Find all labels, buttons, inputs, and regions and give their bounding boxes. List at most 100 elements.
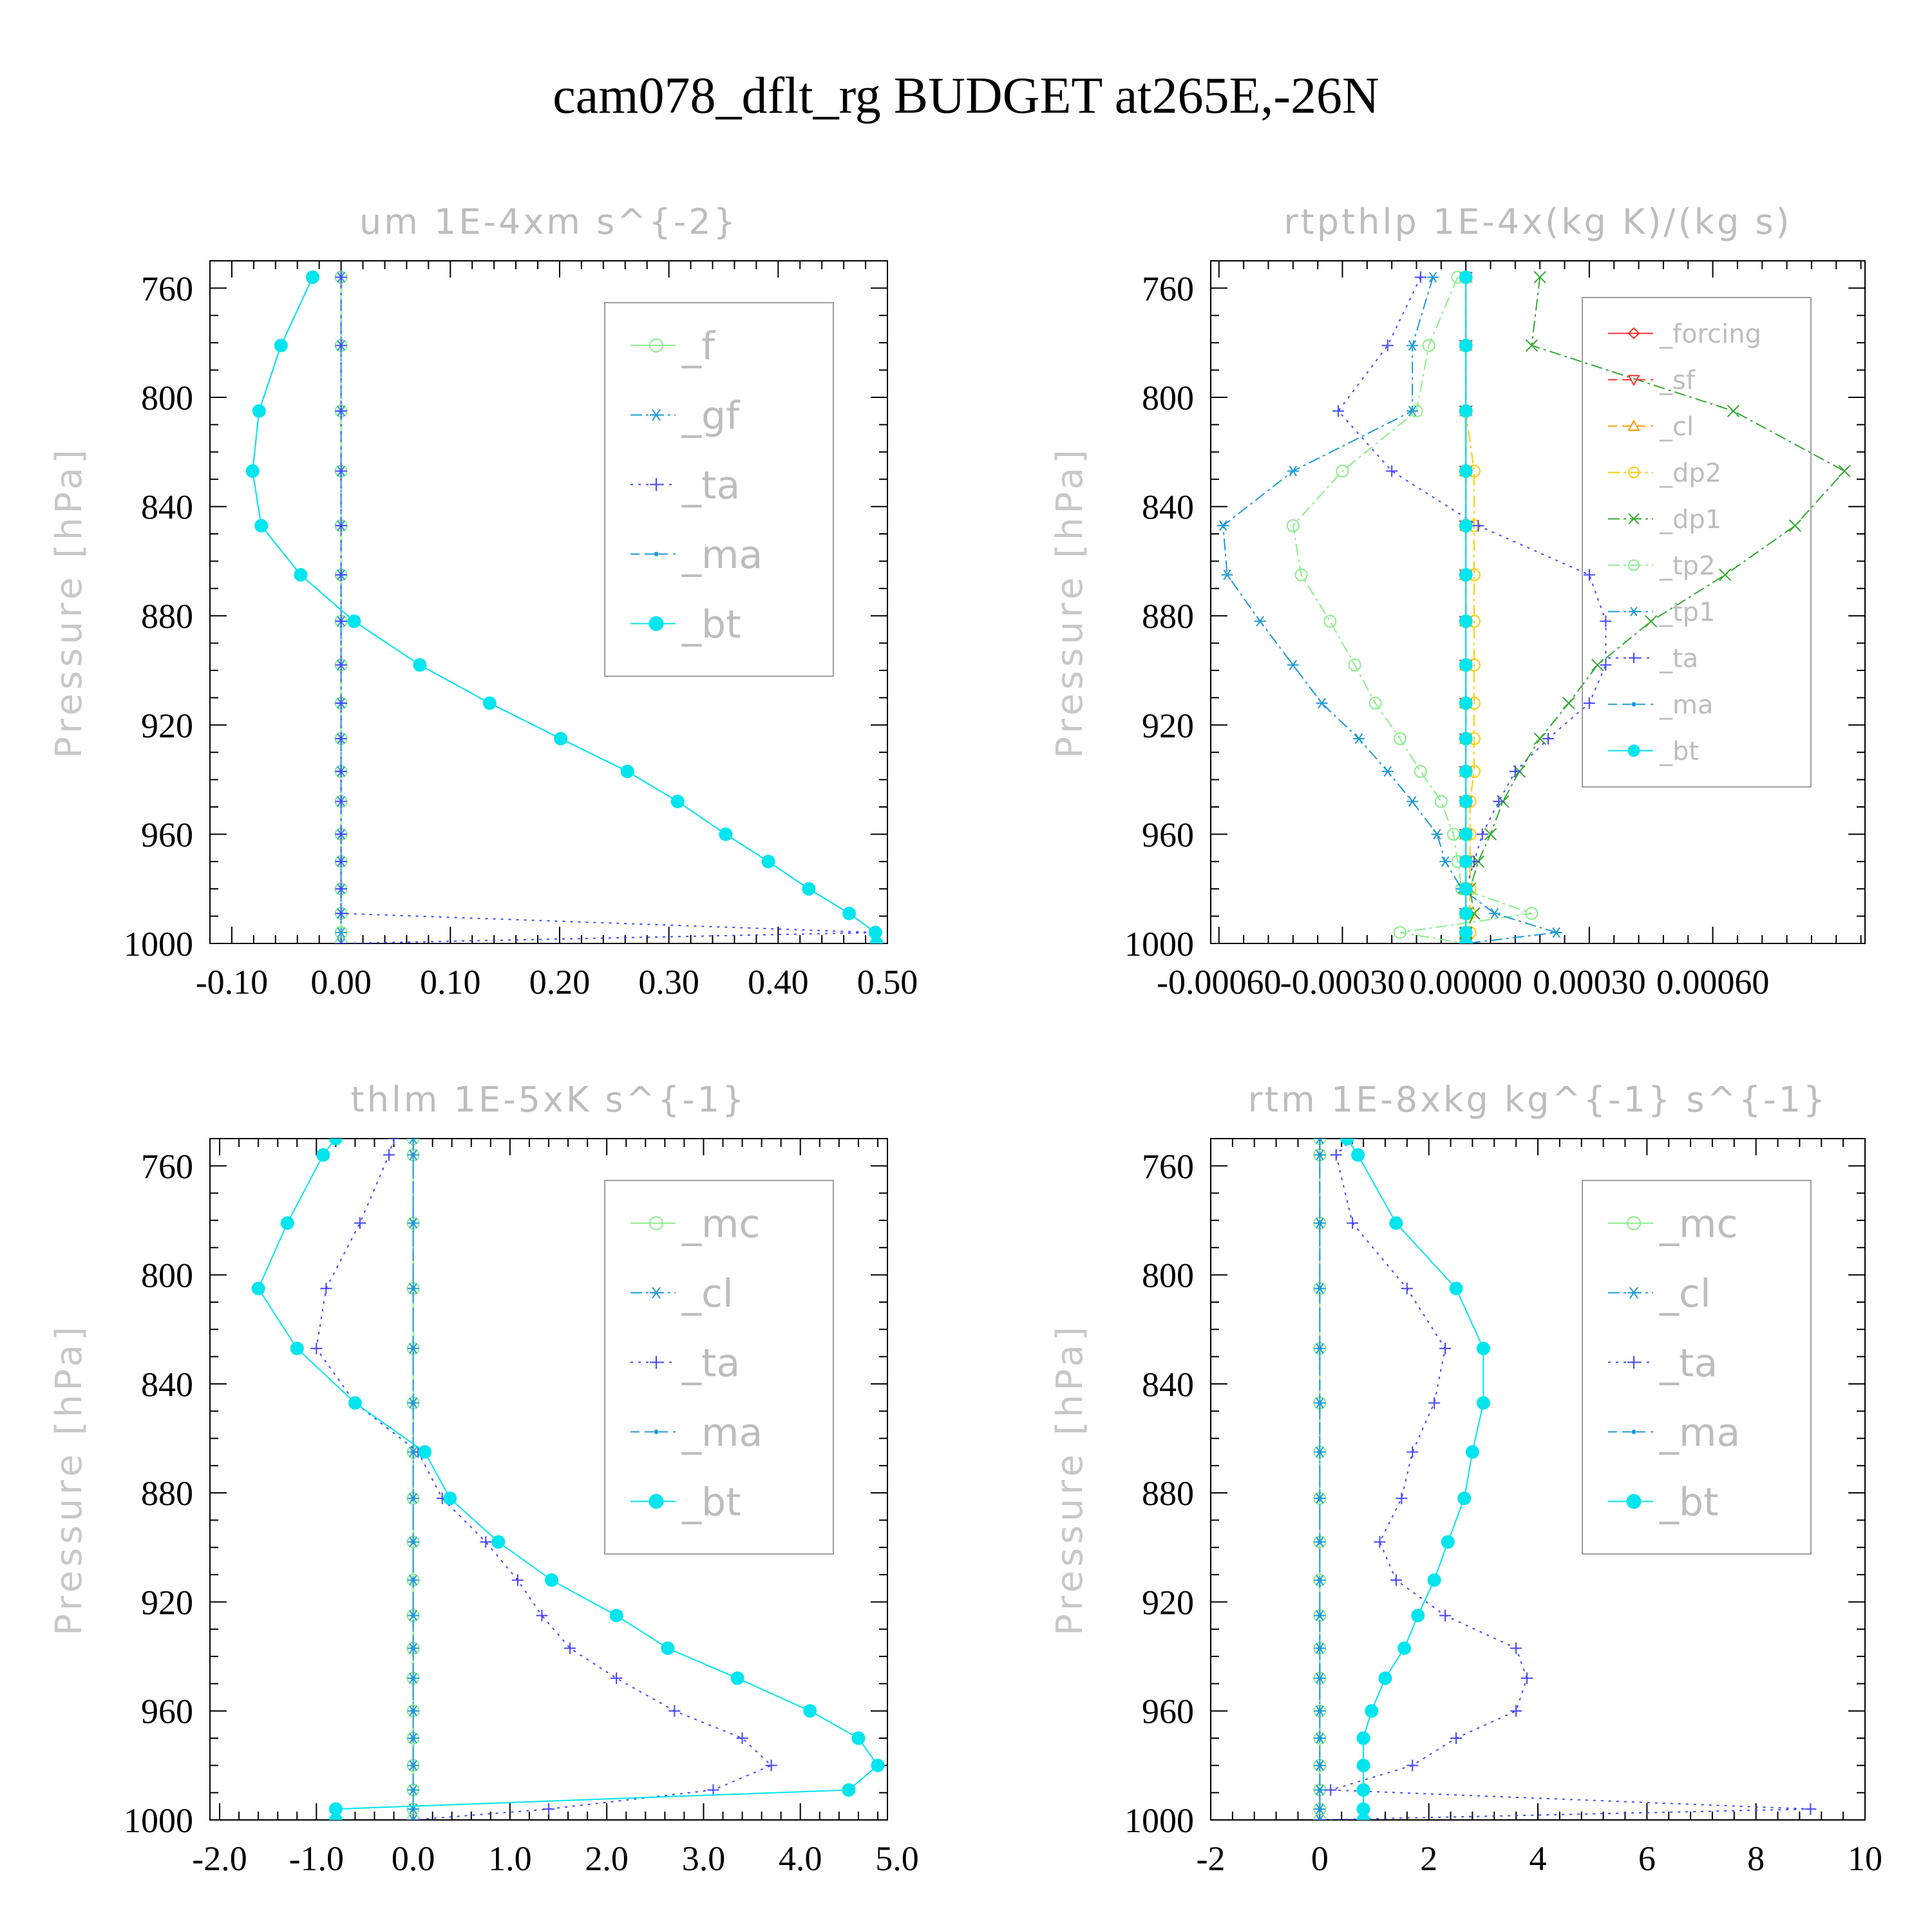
legend-marker xyxy=(649,1216,663,1231)
data-point xyxy=(536,1609,548,1622)
legend-label: _gf xyxy=(681,393,741,439)
legend-label: _ma xyxy=(1659,690,1713,720)
data-point xyxy=(407,1814,419,1820)
data-point xyxy=(1365,1704,1379,1718)
x-tick-label: 0.00060 xyxy=(1656,963,1770,1001)
data-point xyxy=(1465,1445,1479,1459)
data-point xyxy=(1287,466,1299,477)
data-point xyxy=(335,465,347,477)
data-point xyxy=(1562,697,1575,710)
legend-label: _tp2 xyxy=(1659,551,1716,581)
y-tick-label: 920 xyxy=(1142,706,1194,745)
data-point xyxy=(1317,1539,1322,1544)
panel-title: um 1E-4xm s^{-2} xyxy=(359,202,738,242)
data-point xyxy=(411,1450,416,1455)
data-point xyxy=(335,883,347,895)
series-group xyxy=(245,270,884,943)
data-point xyxy=(871,1758,885,1772)
legend-label: _tp1 xyxy=(1659,598,1716,627)
data-point xyxy=(620,764,634,779)
legend: _f _gf _ta _ma _bt xyxy=(604,302,834,677)
data-point xyxy=(1521,1672,1533,1684)
data-point xyxy=(1332,405,1345,417)
data-point xyxy=(1439,1342,1452,1354)
y-tick-label: 800 xyxy=(141,1256,193,1295)
data-point xyxy=(554,732,568,746)
legend-label: _bt xyxy=(681,1480,741,1525)
data-point xyxy=(1396,1492,1408,1504)
x-tick-label: 3.0 xyxy=(682,1839,726,1878)
plot-frame xyxy=(209,260,888,944)
x-tick-label: -0.10 xyxy=(196,963,268,1001)
series-line xyxy=(252,277,878,943)
data-point xyxy=(482,696,497,710)
series-group xyxy=(251,1139,885,1820)
data-point xyxy=(290,1341,304,1356)
data-point xyxy=(1459,936,1473,943)
data-point xyxy=(335,938,347,943)
x-tick-label: 2.0 xyxy=(585,1839,629,1878)
data-point xyxy=(335,520,347,532)
data-point xyxy=(670,795,685,809)
x-tick-label: 0.50 xyxy=(857,963,918,1001)
series-group xyxy=(1217,270,1851,943)
data-point xyxy=(1390,1574,1402,1586)
data-point xyxy=(1347,1217,1359,1229)
data-point xyxy=(511,1574,524,1586)
y-tick-label: 1000 xyxy=(1124,1801,1194,1840)
data-point xyxy=(1217,520,1229,531)
y-tick-label: 800 xyxy=(141,379,193,417)
legend-marker xyxy=(650,1287,663,1299)
data-point xyxy=(335,828,347,840)
plot-frame xyxy=(209,1138,888,1821)
series-line xyxy=(1465,277,1846,943)
legend-label: _bt xyxy=(681,602,741,647)
data-point xyxy=(1459,827,1473,841)
x-tick-label: 0.20 xyxy=(529,963,591,1001)
data-point xyxy=(335,733,347,744)
data-point xyxy=(1431,829,1443,840)
data-point xyxy=(1510,1705,1522,1717)
x-tick-label: 5.0 xyxy=(875,1839,919,1878)
data-point xyxy=(543,1803,554,1815)
y-tick-label: 960 xyxy=(1142,815,1194,854)
data-point xyxy=(1427,1573,1441,1587)
x-tick-label: 0.0 xyxy=(392,1839,435,1878)
plot-frame xyxy=(1210,1138,1866,1821)
x-tick-label: 1.0 xyxy=(488,1839,532,1878)
data-point xyxy=(1397,1641,1412,1655)
data-point xyxy=(1542,733,1554,744)
data-point xyxy=(335,339,347,352)
y-tick-label: 760 xyxy=(1142,1147,1194,1186)
data-point xyxy=(1439,856,1452,867)
legend-marker xyxy=(1627,375,1640,386)
data-point xyxy=(335,405,347,417)
data-point xyxy=(1459,338,1473,352)
series-line xyxy=(1292,277,1532,943)
data-point xyxy=(1459,732,1473,746)
chart-panel: thlm 1E-5xK s^{-1} Pressure [hPa] -2.0 -1.0… xyxy=(48,1079,919,1878)
legend-marker xyxy=(1631,702,1636,707)
data-point xyxy=(1439,1609,1452,1622)
data-point xyxy=(411,1578,416,1583)
data-point xyxy=(1459,658,1473,672)
data-point xyxy=(1314,1814,1326,1820)
legend-marker xyxy=(1629,652,1639,663)
legend-marker xyxy=(650,1356,663,1369)
data-point xyxy=(1406,1759,1419,1772)
panel-title: thlm 1E-5xK s^{-1} xyxy=(351,1079,747,1120)
data-point xyxy=(411,1763,416,1768)
data-point xyxy=(1340,1139,1354,1146)
y-tick-label: 960 xyxy=(141,815,193,854)
data-point xyxy=(407,1139,419,1144)
data-point xyxy=(245,464,260,478)
data-point xyxy=(328,1139,343,1146)
data-point xyxy=(802,882,816,896)
data-point xyxy=(320,1282,332,1294)
data-point xyxy=(1727,404,1740,417)
legend-marker xyxy=(1628,466,1640,478)
data-point xyxy=(1317,1676,1322,1681)
data-point xyxy=(851,1731,866,1745)
y-tick-label: 840 xyxy=(1142,1365,1194,1404)
data-point xyxy=(803,1704,817,1718)
